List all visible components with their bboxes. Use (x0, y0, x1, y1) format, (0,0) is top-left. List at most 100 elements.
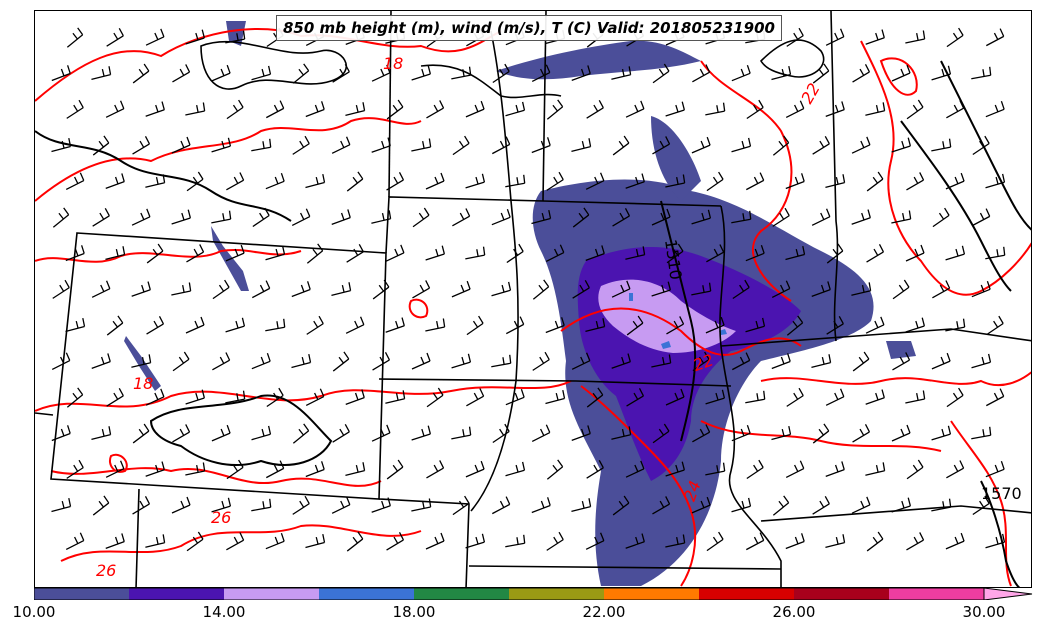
wind-barb (731, 65, 751, 82)
wind-barb (785, 173, 805, 190)
wind-barb (451, 280, 471, 298)
wind-barb (666, 243, 684, 264)
wind-barb (865, 462, 886, 476)
wind-barb (571, 425, 591, 441)
wind-barb (652, 496, 671, 515)
wind-barb (532, 279, 550, 300)
wind-barb (425, 172, 445, 190)
wind-barb (411, 498, 432, 512)
wind-barb (266, 387, 284, 408)
wind-barb (65, 245, 85, 262)
wind-barb (931, 138, 952, 152)
wind-barb (146, 243, 164, 264)
wind-barb (265, 100, 285, 119)
wind-barb (586, 99, 604, 119)
wind-barb (172, 351, 190, 372)
wind-barb (346, 243, 364, 263)
wind-barb (692, 64, 711, 83)
wind-barb (292, 423, 310, 444)
wind-barb (625, 246, 646, 260)
colorbar-tick-10: 10.00 (12, 603, 56, 621)
wind-shading-small-west-1 (124, 21, 249, 391)
wind-barb (145, 101, 165, 117)
wind-barb (332, 351, 350, 372)
wind-barb (106, 27, 124, 47)
wind-barb (386, 532, 405, 551)
wind-barb (145, 388, 165, 406)
colorbar-tick-18: 18.00 (392, 603, 436, 621)
wind-barb (65, 317, 86, 333)
colorbar-swatch (604, 588, 699, 600)
wind-barb (505, 534, 526, 548)
wind-barb (665, 461, 685, 477)
wind-barb (132, 63, 150, 84)
temperature-contours (35, 27, 1031, 587)
wind-barb (931, 498, 952, 512)
colorbar-swatch (509, 588, 604, 600)
wind-barb (106, 387, 124, 407)
wind-barb (985, 461, 1005, 478)
wind-barb (692, 424, 711, 443)
wind-barb (905, 390, 926, 404)
wind-barb (611, 353, 631, 369)
wind-barb (105, 173, 125, 189)
wind-barb (212, 352, 231, 371)
wind-barb (851, 282, 872, 296)
wind-barb (465, 533, 486, 549)
wind-barb (865, 102, 886, 116)
wind-barb (186, 531, 204, 552)
wind-barb (226, 172, 245, 191)
wind-barb (105, 460, 125, 478)
wind-barb (665, 388, 685, 406)
wind-barb (91, 353, 111, 369)
wind-barb (411, 65, 431, 81)
wind-barb (251, 138, 272, 152)
wind-barb (612, 208, 631, 227)
wind-barb (346, 531, 364, 552)
wind-barb (851, 496, 871, 514)
wind-barb (585, 532, 605, 550)
wind-barb (251, 353, 271, 370)
wind-barb (812, 423, 830, 444)
wind-barb (131, 281, 151, 297)
wind-barb (545, 244, 565, 263)
wind-barb (625, 100, 645, 118)
wind-barb (66, 27, 84, 48)
wind-barb (291, 208, 311, 227)
wind-barb (931, 425, 952, 441)
wind-barb (531, 209, 552, 225)
colorbar-swatch (889, 588, 984, 600)
wind-barb (265, 318, 286, 332)
wind-barb (225, 30, 246, 44)
wind-barb (171, 136, 191, 154)
wind-barb (305, 461, 325, 478)
wind-barb (946, 460, 965, 479)
wind-barb (386, 459, 404, 480)
wind-barb (906, 459, 924, 480)
wind-barb (371, 424, 391, 442)
wind-barb (105, 533, 125, 549)
colorbar-swatches (34, 588, 1033, 600)
wind-barb (771, 65, 792, 81)
wind-barb (225, 390, 246, 404)
wind-barb (345, 316, 365, 334)
wind-barb (891, 497, 911, 513)
wind-barb (251, 498, 272, 512)
wind-barb (292, 63, 310, 84)
wind-barb (771, 280, 791, 299)
wind-barb (171, 282, 192, 296)
wind-barb (931, 352, 951, 370)
wind-barb (611, 426, 632, 440)
wind-barb (385, 244, 405, 262)
wind-barb (812, 495, 830, 515)
wind-barb (145, 534, 166, 548)
wind-barb (531, 64, 551, 83)
wind-barb (866, 531, 884, 552)
wind-barb (772, 495, 790, 516)
wind-barb (51, 425, 71, 442)
contour-labels: 1510 1570 18 18 22 22 26 26 24 (96, 54, 1022, 580)
wind-barb (906, 99, 924, 120)
wind-barb (411, 425, 431, 441)
wind-barb (451, 353, 472, 369)
wind-barb (265, 460, 285, 479)
